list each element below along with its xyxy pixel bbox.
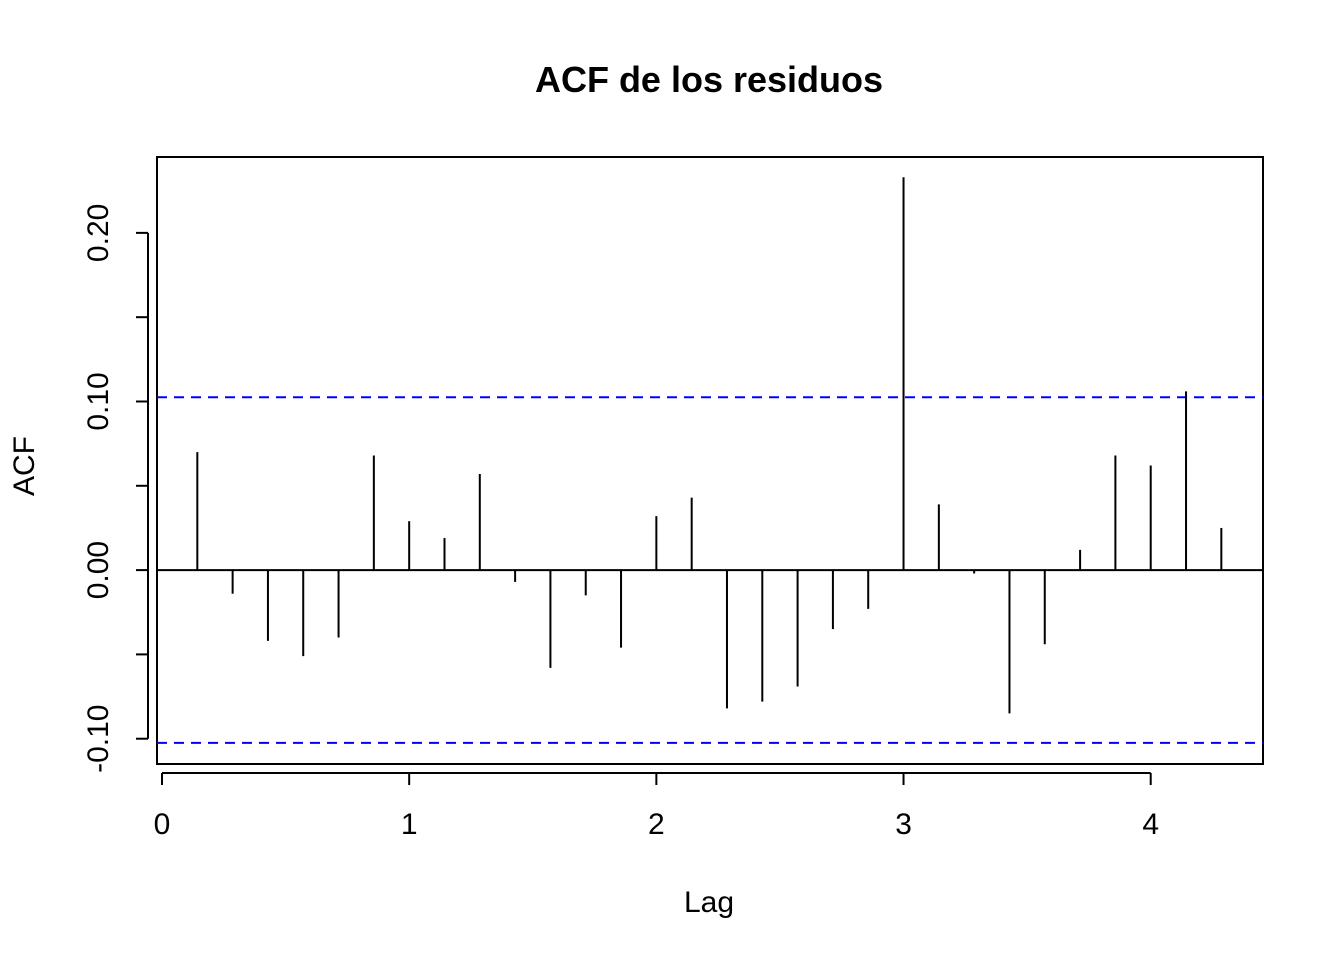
acf-marks — [157, 177, 1263, 744]
y-axis: -0.10 0.00 0.10 0.20 — [82, 204, 149, 773]
x-tick-label: 3 — [895, 808, 912, 841]
y-tick-label: 0.20 — [82, 204, 115, 262]
y-axis-label: ACF — [8, 436, 41, 496]
y-tick-label: 0.00 — [82, 541, 115, 599]
y-tick-label: -0.10 — [82, 705, 115, 773]
plot-frame — [156, 156, 1264, 765]
x-tick-label: 1 — [401, 808, 418, 841]
x-axis: 0 1 2 3 4 — [154, 772, 1159, 841]
x-tick-label: 4 — [1142, 808, 1159, 841]
chart-title: ACF de los residuos — [535, 59, 883, 100]
x-tick-label: 0 — [154, 808, 171, 841]
x-axis-label: Lag — [684, 886, 734, 919]
x-tick-label: 2 — [648, 808, 665, 841]
y-tick-label: 0.10 — [82, 372, 115, 430]
